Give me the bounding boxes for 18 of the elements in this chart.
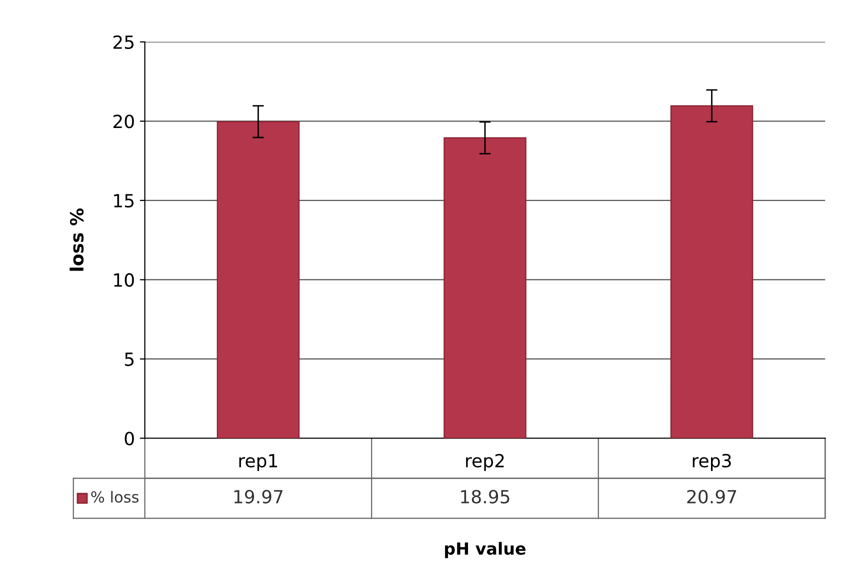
- data-label: 20.97: [687, 490, 736, 504]
- bar: [444, 137, 526, 438]
- y-tick-label: 5: [125, 352, 134, 366]
- x-axis-title: pH value: [445, 542, 526, 558]
- bar: [670, 105, 754, 438]
- y-tick-label: 10: [114, 273, 134, 287]
- data-label: 18.95: [461, 490, 510, 504]
- y-tick-label: 25: [113, 35, 134, 50]
- bar: [216, 121, 300, 438]
- y-tick-label: 20: [113, 114, 134, 128]
- y-tick-label: 15: [114, 194, 134, 208]
- y-axis-title: loss %: [70, 208, 84, 271]
- legend-label: % loss: [91, 490, 139, 503]
- x-tick-label: rep2: [466, 454, 504, 471]
- x-tick-label: rep1: [239, 454, 278, 471]
- y-tick-label: 0: [124, 432, 134, 446]
- x-tick-label: rep3: [692, 454, 731, 471]
- data-label: 19.97: [234, 490, 283, 504]
